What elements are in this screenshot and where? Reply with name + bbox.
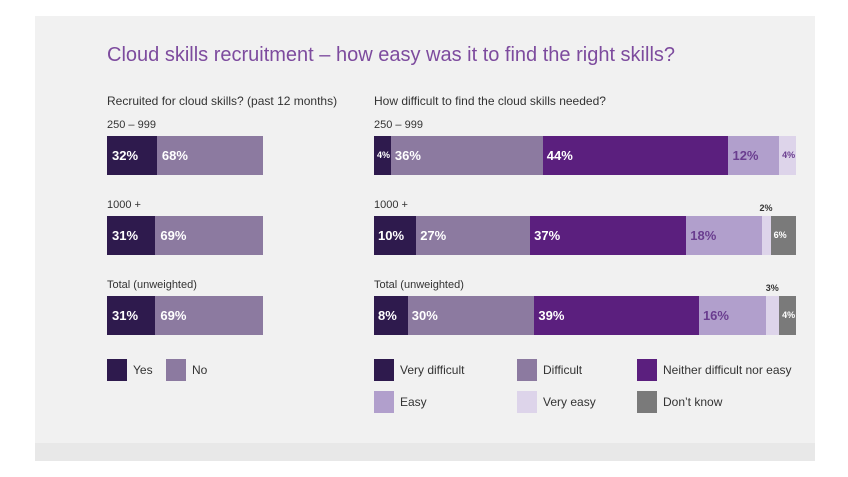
bar-segment [762,216,771,255]
legend-label: Don’t know [663,395,723,409]
legend-label: No [192,363,208,377]
data-label: 2% [759,203,773,213]
legend-label: Yes [133,363,153,377]
bar-segment [107,136,157,175]
data-label: 6% [773,230,787,240]
data-label: 12% [732,148,759,163]
group-label: 250 – 999 [374,119,423,131]
subtitle-1: Recruited for cloud skills? (past 12 mon… [107,94,338,108]
data-label: 18% [690,228,717,243]
data-label: 36% [394,148,421,163]
data-label: 31% [112,308,139,323]
data-label: 10% [378,228,405,243]
legend-swatch [107,359,127,381]
bar-segment [407,296,535,335]
data-label: 4% [377,150,391,160]
data-label: 3% [765,283,779,293]
data-label: 27% [420,228,447,243]
bar-segment [374,136,391,175]
group-label: 250 – 999 [107,119,156,131]
bar-segment [770,216,796,255]
subtitle-2: How difficult to find the cloud skills n… [374,94,606,108]
data-label: 8% [378,308,397,323]
bar-segment [155,296,263,335]
bar-segment [107,216,156,255]
data-label: 39% [538,308,565,323]
legend-label: Easy [400,395,427,409]
bar-segment [374,216,417,255]
bar-segment [686,216,763,255]
group-label: Total (unweighted) [374,279,464,291]
group-label: 1000 + [374,199,408,211]
data-label: 30% [411,308,438,323]
legend-label: Very easy [543,395,596,409]
bar-segment [542,136,729,175]
legend-swatch [374,391,394,413]
data-label: 69% [160,308,187,323]
bar-segment [107,296,156,335]
bar-segment [416,216,531,255]
data-label: 44% [546,148,573,163]
data-label: 4% [782,150,796,160]
data-label: 68% [161,148,188,163]
legend-swatch [517,391,537,413]
group-label: 1000 + [107,199,141,211]
group-label: Total (unweighted) [107,279,197,291]
legend-label: Difficult [543,363,583,377]
bar-segment [698,296,767,335]
legend-swatch [637,391,657,413]
data-label: 31% [112,228,139,243]
bar-segment [155,216,263,255]
bar-segment [766,296,780,335]
bar-segment [374,296,408,335]
data-label: 32% [112,148,139,163]
data-label: 69% [160,228,187,243]
bar-segment [779,136,796,175]
bar-segment [390,136,543,175]
legend-swatch [517,359,537,381]
data-label: 37% [534,228,561,243]
data-label: 4% [782,310,796,320]
legend-swatch [166,359,186,381]
chart-title: Cloud skills recruitment – how easy was … [107,44,676,66]
bar-segment [728,136,780,175]
bar-segment [156,136,263,175]
legend-label: Very difficult [400,363,465,377]
legend-swatch [637,359,657,381]
panel-footer-strip [35,443,815,461]
bar-segment [530,216,687,255]
legend-swatch [374,359,394,381]
bar-segment [534,296,699,335]
bar-segment [779,296,796,335]
data-label: 16% [702,308,729,323]
legend-label: Neither difficult nor easy [663,363,792,377]
